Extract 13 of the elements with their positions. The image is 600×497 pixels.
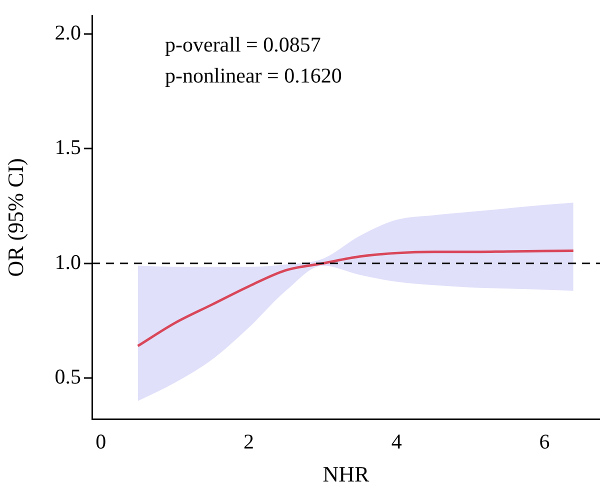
y-tick-label: 0.5 [54,364,81,389]
y-tick-label: 1.0 [54,250,81,274]
y-tick-label: 1.5 [54,135,81,160]
x-tick-label: 6 [539,430,550,454]
x-axis-title: NHR [322,462,370,487]
x-tick-label: 2 [244,430,254,454]
line-series [136,250,575,348]
annotation: p-overall = 0.0857 [165,32,321,57]
x-tick-label: 0 [96,430,106,454]
y-tick-label: 2.0 [54,20,81,44]
y-axis-title: OR (95% CI) [2,158,28,277]
x-tick-label: 4 [391,430,402,454]
annotation: p-nonlinear = 0.1620 [165,64,342,88]
